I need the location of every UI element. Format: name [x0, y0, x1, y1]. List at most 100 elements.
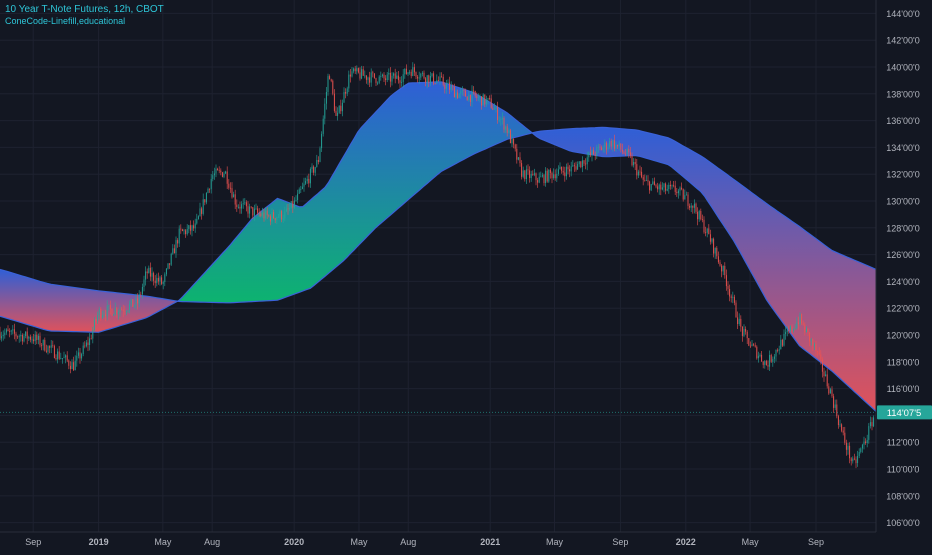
candle-body	[858, 452, 860, 456]
candle-body	[829, 389, 831, 394]
candle-body	[719, 262, 721, 266]
candle-body	[585, 163, 587, 165]
candle-body	[500, 119, 502, 120]
candle-body	[463, 90, 465, 92]
candle-body	[426, 75, 428, 83]
candle-body	[21, 335, 23, 342]
candle-body	[869, 422, 871, 427]
candle-body	[737, 317, 739, 324]
candle-body	[572, 165, 574, 167]
candle-body	[396, 75, 398, 79]
x-axis-panel[interactable]	[0, 532, 876, 550]
candle-body	[330, 79, 332, 81]
candle-body	[10, 330, 12, 332]
candle-body	[474, 91, 476, 96]
bearish-fill-segment	[0, 269, 179, 333]
candle-body	[581, 160, 583, 168]
candle-body	[265, 210, 267, 219]
candle-body	[741, 326, 743, 336]
candle-body	[498, 119, 500, 121]
candle-body	[508, 130, 510, 133]
candle-body	[303, 183, 305, 187]
candle-body	[444, 84, 446, 89]
candle-body	[495, 107, 497, 109]
candle-body	[130, 299, 132, 304]
candle-body	[181, 229, 183, 231]
candle-body	[121, 309, 123, 311]
x-tick-label: May	[350, 537, 368, 547]
candle-body	[412, 67, 414, 76]
candle-body	[250, 206, 252, 208]
candle-body	[469, 94, 471, 102]
candle-body	[809, 332, 811, 342]
candle-body	[322, 118, 324, 134]
candle-body	[161, 277, 163, 284]
candle-body	[249, 206, 251, 214]
candle-body	[348, 74, 350, 89]
candle-body	[228, 183, 230, 188]
candle-body	[481, 96, 483, 106]
candle-body	[813, 344, 815, 346]
candle-body	[703, 219, 705, 233]
candle-body	[732, 296, 734, 298]
candle-body	[738, 318, 740, 324]
indicator-legend[interactable]: ConeCode-Linefill,educational	[5, 16, 126, 26]
candle-body	[642, 177, 644, 180]
symbol-title[interactable]: 10 Year T-Note Futures, 12h, CBOT	[5, 4, 164, 15]
candle-body	[413, 67, 415, 73]
candle-body	[649, 181, 651, 191]
candle-body	[401, 81, 403, 83]
y-axis-panel[interactable]	[876, 0, 932, 550]
candle-body	[29, 336, 31, 340]
candle-body	[164, 274, 166, 282]
candle-body	[468, 94, 470, 101]
candle-body	[33, 339, 35, 342]
candle-body	[681, 187, 683, 190]
candle-body	[637, 171, 639, 176]
candle-body	[389, 72, 391, 82]
candle-body	[457, 92, 459, 98]
last-price-tag[interactable]	[877, 405, 932, 420]
candle-body	[239, 206, 241, 209]
candle-body	[629, 152, 631, 156]
candle-body	[410, 71, 412, 76]
candle-body	[0, 332, 1, 339]
candle-body	[76, 355, 78, 361]
candle-body	[511, 138, 513, 144]
candle-body	[853, 458, 855, 460]
candle-body	[381, 74, 383, 77]
candle-body	[244, 202, 246, 204]
y-tick-label: 122'00'0	[886, 304, 919, 314]
candle-body	[135, 298, 137, 305]
x-tick-label: 2019	[89, 537, 109, 547]
candle-body	[575, 166, 577, 170]
candle-body	[586, 157, 588, 165]
candle-body	[781, 339, 783, 346]
candle-body	[665, 183, 667, 191]
candle-body	[753, 344, 755, 346]
candle-body	[429, 76, 431, 83]
candle-body	[841, 424, 843, 431]
candle-body	[377, 82, 379, 84]
candle-body	[551, 172, 553, 179]
candle-body	[490, 98, 492, 109]
candle-body	[748, 338, 750, 346]
candle-body	[185, 230, 187, 235]
candle-body	[471, 90, 473, 102]
candle-body	[593, 150, 595, 155]
candle-body	[293, 200, 295, 208]
candle-body	[409, 71, 411, 73]
candle-body	[221, 172, 223, 177]
cone-linefill	[0, 81, 876, 412]
candle-body	[204, 199, 206, 203]
candle-body	[65, 355, 67, 358]
candle-body	[663, 183, 665, 188]
candle-body	[650, 184, 652, 191]
candle-body	[333, 93, 335, 111]
candle-body	[849, 445, 851, 459]
candle-body	[373, 73, 375, 79]
candle-body	[543, 175, 545, 183]
candle-body	[209, 188, 211, 190]
